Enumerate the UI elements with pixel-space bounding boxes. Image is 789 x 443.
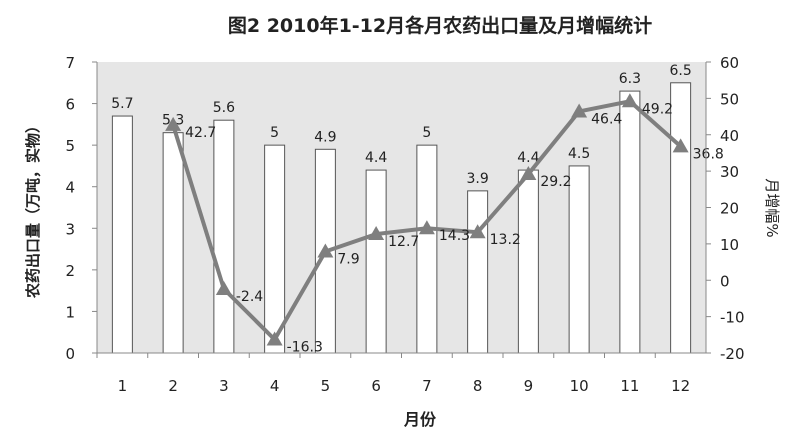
x-tick-label: 8	[473, 377, 483, 395]
x-tick-label: 5	[321, 377, 331, 395]
line-data-label: -2.4	[236, 289, 263, 305]
y2-tick-label: 40	[720, 127, 739, 145]
y-tick-label: 5	[65, 137, 75, 155]
bar	[213, 119, 235, 354]
line-data-label: 14.3	[439, 228, 470, 244]
x-tick-label: 6	[371, 377, 381, 395]
line-marker	[520, 166, 537, 181]
bar-data-label: 4.5	[568, 146, 590, 162]
bar-data-label: 6.5	[669, 63, 691, 79]
line-marker	[672, 138, 689, 153]
bar-data-label: 3.9	[466, 171, 488, 187]
x-tick-label: 9	[524, 377, 534, 395]
y-tick-label: 4	[65, 179, 75, 197]
x-tick-label: 1	[118, 377, 128, 395]
line-data-label: 29.2	[540, 174, 571, 190]
line-marker	[368, 226, 385, 241]
bar	[619, 90, 641, 354]
y2-tick-label: 30	[720, 163, 739, 181]
bar-data-label: 5.6	[213, 100, 235, 116]
y2-axis-label: 月增幅%	[763, 178, 781, 237]
bar	[264, 144, 286, 354]
x-axis-label: 月份	[403, 410, 437, 429]
line-marker	[418, 220, 435, 235]
y2-tick-label: 10	[720, 236, 739, 254]
y-tick-label: 2	[65, 262, 75, 280]
bar-data-label: 4.4	[517, 150, 539, 166]
bar	[517, 169, 539, 354]
line-data-label: 7.9	[337, 252, 359, 268]
line-marker	[469, 224, 486, 239]
line-data-label: 49.2	[642, 101, 673, 117]
y-tick-label: 0	[65, 345, 75, 363]
bar	[670, 82, 692, 354]
bar	[568, 165, 590, 354]
bar-data-label: 6.3	[619, 71, 641, 87]
bar	[467, 190, 489, 354]
y2-tick-label: 60	[720, 54, 739, 72]
line-marker	[215, 280, 232, 295]
y-axis-label: 农药出口量（万吨，实物）	[24, 118, 42, 299]
y-tick-label: 1	[65, 303, 75, 321]
chart-title: 图2 2010年1-12月各月农药出口量及月增幅统计	[228, 14, 652, 37]
x-tick-label: 3	[219, 377, 229, 395]
bar	[162, 132, 184, 354]
y-tick-label: 3	[65, 220, 75, 238]
line-data-label: 12.7	[388, 234, 419, 250]
line-data-label: 46.4	[591, 111, 622, 127]
x-tick-label: 11	[620, 377, 639, 395]
y2-tick-label: -20	[720, 345, 745, 363]
x-tick-label: 4	[270, 377, 280, 395]
line-marker	[621, 93, 638, 108]
y2-tick-label: 20	[720, 200, 739, 218]
bar-data-label: 5	[422, 125, 431, 141]
y-tick-label: 6	[65, 96, 75, 114]
line-data-label: -16.3	[287, 340, 323, 356]
bar-data-label: 5.7	[111, 96, 133, 112]
x-tick-label: 12	[671, 377, 690, 395]
bar-data-label: 5	[270, 125, 279, 141]
x-tick-label: 2	[168, 377, 178, 395]
line-data-label: 42.7	[185, 125, 216, 141]
line-marker	[165, 116, 182, 131]
bar	[365, 169, 387, 354]
y2-tick-label: 50	[720, 90, 739, 108]
bar-data-label: 4.9	[314, 129, 336, 145]
y2-tick-label: -10	[720, 309, 745, 327]
bar-data-label: 4.4	[365, 150, 387, 166]
y-tick-label: 7	[65, 54, 75, 72]
x-tick-label: 7	[422, 377, 432, 395]
line-marker	[571, 103, 588, 118]
y2-tick-label: 0	[720, 272, 730, 290]
bar	[416, 144, 438, 354]
line-marker	[317, 243, 334, 258]
line-marker	[266, 331, 283, 346]
x-tick-label: 10	[570, 377, 589, 395]
bar	[111, 115, 133, 354]
line-data-label: 36.8	[693, 146, 724, 162]
line-data-label: 13.2	[490, 232, 521, 248]
